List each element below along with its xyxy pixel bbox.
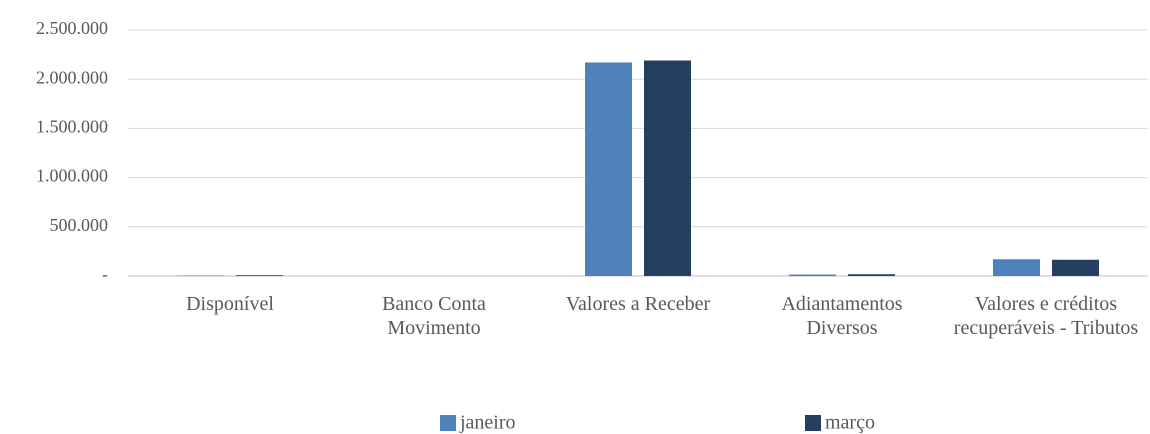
legend-swatch xyxy=(440,415,456,431)
legend-swatch xyxy=(805,415,821,431)
bar xyxy=(644,60,691,277)
x-tick-label: Valores a Receber xyxy=(565,293,711,315)
y-tick-label: 2.000.000 xyxy=(36,67,108,87)
bar xyxy=(1052,259,1099,276)
x-tick-label: Disponível xyxy=(186,293,274,315)
x-tick-label: Banco Conta Movimento xyxy=(382,293,486,339)
bar xyxy=(848,274,895,276)
x-tick-label: Valores e créditos recuperáveis - Tribut… xyxy=(953,293,1139,339)
y-tick-label: 1.000.000 xyxy=(36,166,108,186)
y-tick-label: - xyxy=(102,264,108,284)
bar xyxy=(585,62,632,276)
y-tick-label: 2.500.000 xyxy=(36,18,108,38)
bar xyxy=(789,274,836,276)
y-tick-label: 1.500.000 xyxy=(36,117,108,137)
bar xyxy=(236,275,283,276)
legend-label: janeiro xyxy=(459,412,516,434)
x-tick-label: Adiantamentos Diversos xyxy=(781,293,903,339)
legend-label: março xyxy=(825,412,875,434)
bar xyxy=(993,259,1040,276)
y-tick-label: 500.000 xyxy=(50,215,109,235)
